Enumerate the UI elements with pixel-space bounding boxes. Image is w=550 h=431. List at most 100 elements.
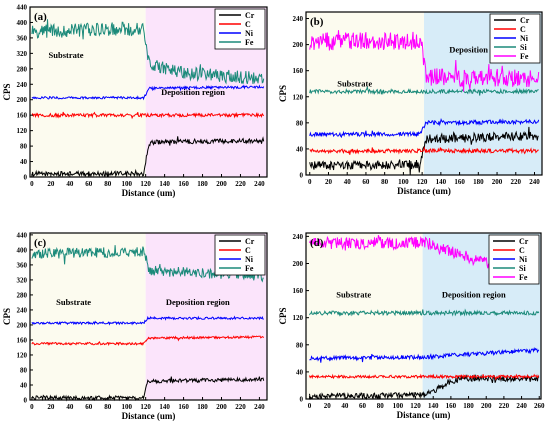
legend-entry: Cr [245, 237, 255, 246]
y-axis-label: CPS [278, 85, 288, 102]
x-tick-label: 180 [197, 180, 208, 188]
y-tick-label: 40 [296, 145, 304, 153]
legend-entry: Ni [519, 255, 528, 264]
x-tick-label: 80 [104, 403, 112, 411]
y-tick-label: 0 [24, 397, 28, 405]
y-axis-label: CPS [278, 307, 288, 324]
series-line-c [31, 334, 265, 346]
legend-entry: C [520, 25, 526, 34]
legend-entry: Ni [245, 29, 254, 38]
legend-entry: Cr [519, 237, 529, 246]
deposition-region-label: Deposition region [161, 87, 225, 97]
series-line-c [31, 111, 265, 120]
x-tick-label: 80 [104, 180, 112, 188]
x-tick-label: 160 [178, 180, 189, 188]
legend-entry: Fe [520, 52, 529, 61]
y-tick-label: 440 [17, 231, 28, 239]
substrate-label: Substrate [49, 50, 84, 60]
plot-frame [29, 6, 268, 178]
y-axis-label: CPS [2, 308, 12, 325]
series-line-ni [309, 346, 540, 363]
y-tick-label: 240 [17, 81, 28, 89]
x-axis-label: Distance (um) [122, 188, 176, 198]
x-tick-label: 0 [30, 180, 34, 188]
x-tick-label: 20 [324, 402, 332, 410]
x-tick-label: 100 [121, 403, 132, 411]
legend-entry: C [245, 20, 251, 29]
legend-entry: Fe [245, 264, 254, 273]
x-tick-label: 0 [308, 178, 312, 186]
y-tick-label: 200 [293, 260, 304, 268]
y-tick-label: 360 [17, 34, 28, 42]
x-tick-label: 160 [454, 178, 465, 186]
y-tick-label: 80 [20, 366, 28, 374]
y-tick-label: 320 [17, 50, 28, 58]
x-tick-label: 220 [511, 178, 522, 186]
chart-panel-3: 0 20 40 60 80 100 120 140 160 180 200 220 240 0 40 80 12… [2, 231, 268, 421]
series-line-fe [309, 30, 540, 92]
panel-label: (b) [310, 16, 324, 28]
x-tick-label: 140 [428, 402, 439, 410]
y-tick-label: 120 [293, 93, 304, 101]
y-tick-label: 0 [300, 396, 304, 404]
series-line-si [309, 86, 539, 96]
legend-entry: Cr [520, 16, 530, 25]
substrate-label: Substrate [336, 289, 371, 299]
series-line-ni [309, 117, 540, 139]
y-tick-label: 160 [17, 112, 28, 120]
y-tick-label: 320 [17, 276, 28, 284]
legend-entry: C [519, 246, 525, 255]
y-tick-label: 160 [293, 287, 304, 295]
y-tick-label: 120 [293, 314, 304, 322]
x-tick-label: 160 [178, 403, 189, 411]
legend-entry: Ni [245, 255, 254, 264]
y-tick-label: 120 [17, 351, 28, 359]
y-tick-label: 0 [24, 174, 28, 182]
legend-entry: Ni [520, 34, 529, 43]
x-tick-label: 240 [254, 403, 265, 411]
legend-entry: Si [520, 43, 527, 52]
x-tick-label: 40 [66, 180, 74, 188]
x-tick-label: 80 [377, 402, 385, 410]
substrate-label: Substrate [337, 78, 372, 88]
x-axis-label: Distance (um) [397, 410, 451, 420]
series-line-c [309, 145, 539, 155]
series-line-si [309, 308, 540, 317]
x-axis-label: Distance (um) [397, 186, 451, 196]
legend-entry: Cr [245, 11, 255, 20]
y-tick-label: 400 [17, 19, 28, 27]
x-tick-label: 220 [499, 402, 510, 410]
y-tick-label: 40 [296, 368, 304, 376]
x-tick-label: 180 [197, 403, 208, 411]
y-tick-label: 160 [17, 336, 28, 344]
legend-entry: C [245, 246, 251, 255]
y-axis-label: CPS [2, 83, 12, 100]
x-tick-label: 0 [30, 403, 34, 411]
x-tick-label: 100 [398, 178, 409, 186]
y-tick-label: 240 [17, 306, 28, 314]
y-tick-label: 240 [293, 233, 304, 241]
legend-entry: Si [519, 264, 526, 273]
x-tick-label: 220 [235, 403, 246, 411]
y-tick-label: 200 [17, 321, 28, 329]
series-line-ni [31, 84, 265, 101]
y-tick-label: 200 [293, 41, 304, 49]
x-tick-label: 160 [446, 402, 457, 410]
x-tick-label: 140 [436, 178, 447, 186]
x-tick-label: 200 [481, 402, 492, 410]
x-tick-label: 100 [121, 180, 132, 188]
y-tick-label: 440 [17, 4, 28, 12]
x-tick-label: 260 [534, 402, 545, 410]
x-tick-label: 120 [140, 403, 151, 411]
x-tick-label: 40 [344, 178, 352, 186]
y-tick-label: 120 [17, 127, 28, 135]
y-tick-label: 360 [17, 261, 28, 269]
y-tick-label: 80 [296, 119, 304, 127]
x-tick-label: 180 [473, 178, 484, 186]
y-tick-label: 280 [17, 291, 28, 299]
chart-panel-2: 0 20 40 60 80 100 120 140 160 180 200 220 240 0 40 80 12… [278, 11, 543, 196]
series-line-fe [31, 19, 265, 85]
substrate-region-bg [30, 233, 146, 400]
substrate-label: Substrate [56, 297, 91, 307]
